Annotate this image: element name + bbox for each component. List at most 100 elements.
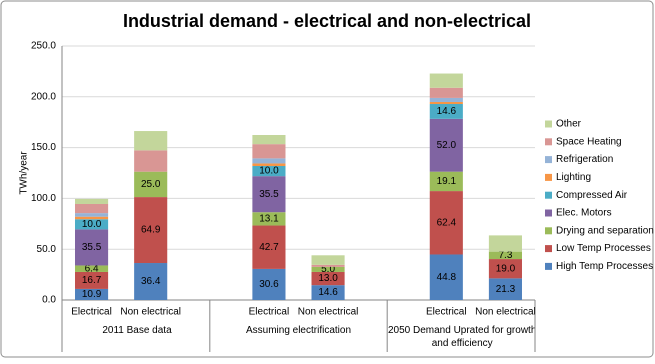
bar-segment	[134, 263, 168, 300]
bar-segment	[311, 285, 345, 300]
chart-title: Industrial demand - electrical and non-e…	[123, 11, 531, 31]
value-label: 10.0	[82, 219, 102, 230]
bar-segment	[488, 259, 522, 279]
legend-label: High Temp Processes	[556, 261, 653, 272]
legend-label: Low Temp Processes	[556, 243, 651, 254]
value-label: 7.3	[498, 250, 512, 261]
y-tick-label: 0.0	[42, 295, 56, 306]
legend-label: Other	[556, 119, 582, 130]
value-label: 21.3	[496, 284, 516, 295]
legend-swatch	[545, 245, 552, 253]
bar-segment	[252, 144, 286, 159]
bar-segment	[429, 97, 463, 102]
bar-segment	[75, 198, 109, 204]
value-label: 5.0	[321, 264, 335, 275]
bar-segment	[134, 131, 168, 151]
bar-segment	[75, 288, 109, 300]
bar-segment	[75, 216, 109, 220]
bar-segment	[488, 278, 522, 300]
bar-segment	[429, 101, 463, 105]
legend-swatch	[545, 156, 552, 164]
bar-segment	[252, 212, 286, 226]
value-label: 19.1	[437, 176, 457, 187]
value-label: 52.0	[437, 140, 457, 151]
value-label: 25.0	[141, 179, 161, 190]
bar-segment	[252, 163, 286, 166]
bar-segment	[252, 225, 286, 269]
y-tick-label: 250.0	[31, 41, 56, 52]
value-label: 30.6	[259, 279, 279, 290]
value-label: 10.9	[82, 289, 102, 300]
legend-swatch	[545, 209, 552, 217]
value-label: 44.8	[437, 272, 457, 283]
legend-swatch	[545, 262, 552, 270]
bar-segment	[134, 150, 168, 172]
group-label: 2011 Base data	[102, 325, 172, 336]
x-tick-label: Electrical	[249, 307, 290, 318]
legend-swatch	[545, 227, 552, 235]
legend-swatch	[545, 173, 552, 181]
bar-segment	[252, 165, 286, 177]
bar-segment	[252, 268, 286, 300]
y-tick-label: 100.0	[31, 193, 56, 204]
legend-label: Space Heating	[556, 136, 622, 147]
value-label: 10.0	[259, 166, 279, 177]
y-tick-label: 50.0	[37, 244, 57, 255]
bar-segment	[134, 197, 168, 264]
y-tick-label: 200.0	[31, 91, 56, 102]
bar-segment	[75, 213, 109, 217]
value-label: 14.6	[437, 106, 457, 117]
legend-swatch	[545, 138, 552, 146]
bar-segment	[75, 271, 109, 289]
value-label: 42.7	[259, 242, 279, 253]
value-label: 36.4	[141, 276, 161, 287]
group-label-box: Assuming electrification	[245, 325, 352, 336]
bar-segment	[75, 203, 109, 214]
group-label: 2050 Demand Uprated for growth and effic…	[387, 325, 535, 349]
legend-label: Refrigeration	[556, 154, 613, 165]
group-label-box: 2011 Base data	[102, 325, 172, 336]
value-label: 13.1	[259, 214, 279, 225]
x-tick-label: Non electrical	[298, 307, 359, 318]
value-label: 64.9	[141, 225, 161, 236]
legend-label: Compressed Air	[556, 190, 628, 201]
bar-segment	[252, 135, 286, 145]
value-label: 35.5	[82, 242, 102, 253]
x-tick-label: Non electrical	[120, 307, 181, 318]
value-label: 35.5	[259, 189, 279, 200]
bar-segment	[311, 266, 345, 272]
x-tick-label: Electrical	[71, 307, 112, 318]
bar-segment	[429, 87, 463, 98]
bar-segment	[311, 271, 345, 286]
bar-segment	[75, 219, 109, 230]
bar-segment	[429, 104, 463, 119]
value-label: 19.0	[496, 263, 516, 274]
bar-segment	[311, 255, 345, 265]
legend-swatch	[545, 120, 552, 128]
group-label: Assuming electrification	[245, 325, 352, 336]
y-axis-label: TWh/year	[19, 151, 30, 195]
value-label: 13.0	[318, 273, 338, 284]
bar-segment	[75, 229, 109, 266]
y-tick-label: 150.0	[31, 142, 56, 153]
x-tick-label: Electrical	[426, 307, 467, 318]
bar-segment	[429, 171, 463, 192]
legend-label: Drying and separation	[556, 225, 654, 236]
bar-segment	[252, 158, 286, 164]
legend-label: Lighting	[556, 172, 591, 183]
bar-segment	[429, 73, 463, 88]
group-label-box: 2050 Demand Uprated for growth and effic…	[387, 325, 535, 349]
bar-segment	[311, 264, 345, 267]
bar-segment	[488, 251, 522, 260]
value-label: 16.7	[82, 275, 102, 286]
value-label: 14.6	[318, 287, 338, 298]
legend-label: Elec. Motors	[556, 208, 612, 219]
bar-segment	[429, 118, 463, 172]
legend-swatch	[545, 191, 552, 199]
value-label: 62.4	[437, 217, 457, 228]
bar-segment	[429, 191, 463, 255]
x-tick-label: Non electrical	[475, 307, 536, 318]
bar-segment	[75, 265, 109, 272]
bar-segment	[252, 176, 286, 213]
